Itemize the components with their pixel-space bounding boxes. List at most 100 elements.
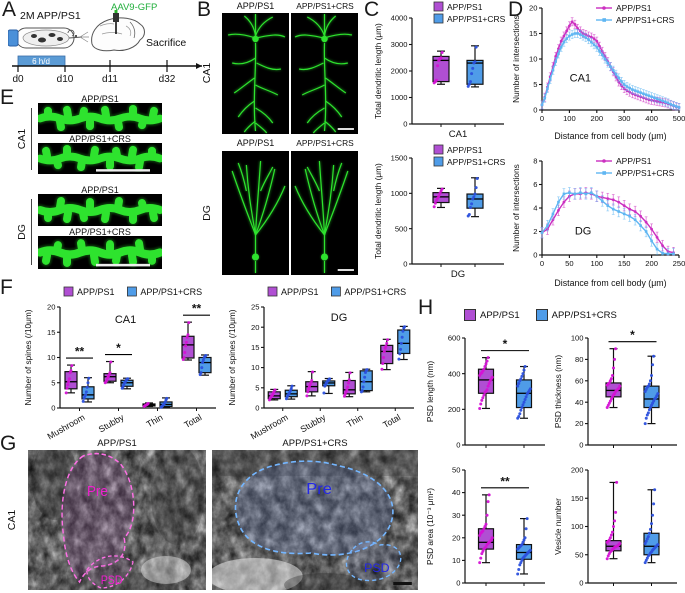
svg-text:100: 100: [571, 334, 584, 343]
e-side-dg: DG: [16, 224, 28, 240]
panel-label-c: C: [364, 0, 380, 21]
psd-label-crs: PSD: [364, 561, 390, 575]
svg-text:15: 15: [529, 29, 537, 38]
panel-label-f: F: [0, 276, 13, 299]
svg-text:50: 50: [452, 466, 460, 475]
svg-text:15: 15: [251, 343, 259, 352]
svg-text:Total dendritic length (μm): Total dendritic length (μm): [373, 23, 383, 119]
svg-text:150: 150: [618, 259, 631, 268]
e-side-ca1: CA1: [16, 128, 28, 150]
svg-text:APP/PS1: APP/PS1: [447, 2, 483, 12]
svg-text:30: 30: [452, 511, 460, 520]
b-side-dg: DG: [201, 205, 213, 221]
timeline: 6 h/d d0 d10 d11 d32: [12, 55, 202, 85]
stress-bar-label: 6 h/d: [32, 57, 50, 66]
svg-text:0: 0: [533, 106, 537, 115]
svg-text:40: 40: [575, 398, 583, 407]
svg-text:10: 10: [47, 353, 55, 362]
svg-text:1000: 1000: [391, 189, 408, 198]
legend-swatch-crs: [535, 309, 548, 321]
g-side-ca1: CA1: [6, 509, 18, 531]
svg-text:Number of spines (/10μm): Number of spines (/10μm): [23, 309, 33, 405]
spine-image-ca1-app: [38, 103, 162, 134]
em-image-crs: Pre PSD: [212, 450, 418, 590]
chart-total-dendritic-length-ca1: 0 1000 2000 3000 4000 Total dendritic length …: [372, 0, 512, 140]
panel-label-d: D: [508, 0, 524, 21]
tick-d0: d0: [12, 74, 24, 85]
svg-text:20: 20: [47, 303, 55, 312]
svg-text:100: 100: [590, 259, 603, 268]
svg-text:6: 6: [533, 180, 537, 189]
svg-text:Stubby: Stubby: [299, 412, 328, 435]
svg-text:*: *: [503, 337, 508, 351]
svg-text:Total dendritic length (μm): Total dendritic length (μm): [373, 163, 383, 259]
svg-text:0: 0: [456, 579, 460, 588]
svg-text:Stubby: Stubby: [97, 412, 126, 435]
confocal-neuron-ca1-app: [222, 13, 289, 134]
svg-text:10: 10: [452, 556, 460, 565]
panel-label-e: E: [0, 86, 15, 109]
svg-text:Number of intersections: Number of intersections: [511, 164, 521, 252]
mouse-restrainer-illustration: [8, 27, 89, 49]
svg-text:20: 20: [452, 533, 460, 542]
svg-text:8: 8: [533, 157, 537, 166]
svg-text:DG: DG: [451, 269, 465, 280]
svg-text:4: 4: [533, 204, 537, 213]
svg-text:500: 500: [395, 224, 408, 233]
legend-swatch-app: [464, 309, 476, 321]
chart-spine-density-dg: 0 5 10 15 20 25 Number of spines (/10μm) Mushro…: [226, 285, 418, 442]
chart-psd-length: 0 200 400 600 PSD length (nm) *: [424, 326, 551, 450]
confocal-neuron-dg-crs: [291, 151, 358, 275]
svg-text:**: **: [500, 474, 510, 488]
psd-outline-crs: [345, 541, 402, 582]
chart-vesicle-number: 0 50 100 150 200 Vesicle number: [552, 458, 685, 588]
svg-text:100: 100: [563, 114, 576, 123]
e-title-crs-ca1: APP/PS1+CRS: [69, 134, 131, 144]
legend-label-crs: APP/PS1+CRS: [551, 309, 617, 321]
svg-text:Distance from cell body (μm): Distance from cell body (μm): [554, 131, 666, 141]
brain-injection-illustration: [91, 10, 145, 52]
panel-label-h: H: [418, 296, 434, 319]
svg-text:0: 0: [403, 120, 407, 129]
svg-text:40: 40: [452, 488, 460, 497]
svg-text:Vesicle number: Vesicle number: [553, 498, 563, 555]
e-bracket-dg: [31, 199, 32, 265]
chart-sholl-ca1: 0 5 10 15 20 0 100 200 300 400 500 Number of inters…: [510, 0, 685, 143]
svg-text:60: 60: [575, 376, 583, 385]
aav-label: AAV9-GFP: [111, 2, 158, 13]
svg-text:Distance from cell body (μm): Distance from cell body (μm): [554, 278, 666, 288]
svg-text:Number of intersections: Number of intersections: [511, 15, 521, 103]
legend-label-app: APP/PS1: [480, 309, 520, 321]
svg-text:400: 400: [645, 114, 658, 123]
e-title-app-ca1: APP/PS1: [81, 94, 119, 104]
svg-text:0: 0: [51, 404, 55, 413]
svg-text:APP/PS1+CRS: APP/PS1+CRS: [616, 168, 675, 178]
svg-text:**: **: [192, 302, 202, 316]
h-legend: APP/PS1 APP/PS1+CRS: [464, 309, 617, 321]
spine-image-dg-app: [38, 194, 162, 226]
svg-text:0: 0: [579, 441, 583, 450]
legend-entry-crs: APP/PS1+CRS: [535, 309, 617, 321]
svg-text:25: 25: [251, 303, 259, 312]
svg-text:APP/PS1+CRS: APP/PS1+CRS: [447, 157, 506, 167]
svg-text:5: 5: [51, 378, 55, 387]
pre-label-crs: Pre: [306, 480, 332, 498]
svg-text:Total: Total: [182, 412, 203, 430]
svg-text:20: 20: [575, 419, 583, 428]
svg-text:0: 0: [255, 404, 259, 413]
scale-bar: [393, 582, 412, 585]
svg-text:APP/PS1: APP/PS1: [77, 287, 115, 297]
psd-label-app: PSD: [101, 574, 123, 587]
svg-text:APP/PS1+CRS: APP/PS1+CRS: [344, 287, 406, 297]
svg-text:400: 400: [448, 369, 461, 378]
panel-label-b: B: [197, 0, 212, 21]
svg-text:APP/PS1+CRS: APP/PS1+CRS: [447, 14, 506, 24]
chart-sholl-dg: 0 2 4 6 8 0 50 100 150 200 250 Number of intersecti…: [510, 143, 685, 290]
em-image-app: Pre PSD: [28, 450, 206, 590]
g-title-crs: APP/PS1+CRS: [282, 438, 348, 449]
pre-label-app: Pre: [87, 483, 108, 500]
svg-text:200: 200: [448, 405, 461, 414]
svg-text:50: 50: [565, 259, 573, 268]
svg-text:Mushroom: Mushroom: [249, 412, 290, 440]
svg-text:500: 500: [673, 114, 685, 123]
